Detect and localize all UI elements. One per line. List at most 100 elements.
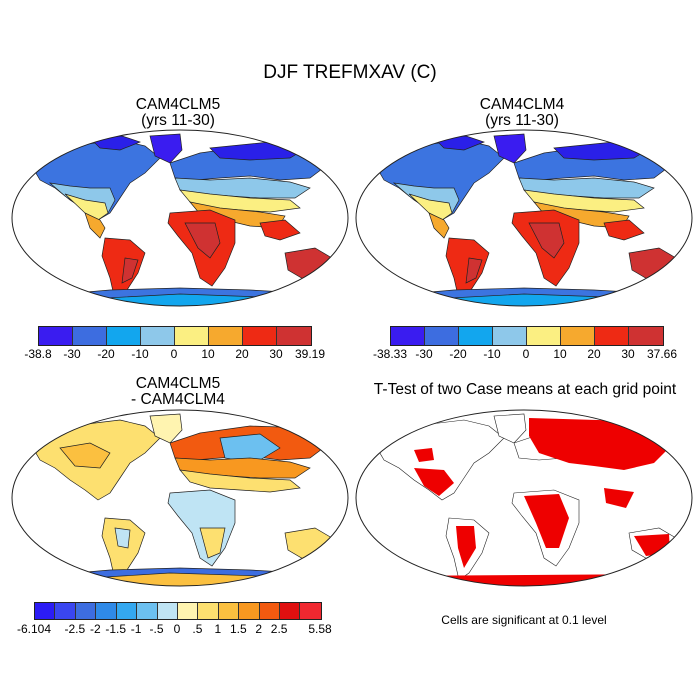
colorbar-tick-label: 10 <box>201 347 215 361</box>
north-america-outline <box>373 419 505 501</box>
colorbar-tick-label: 30 <box>269 347 283 361</box>
colorbar-swatch <box>35 603 56 619</box>
colorbar-tick-label: 0 <box>173 622 181 636</box>
colorbar-tick-label: -6.104 <box>16 622 52 636</box>
north-america-warm <box>59 442 111 469</box>
colorbar-swatch <box>73 327 107 345</box>
panel-title-bottom-left: CAM4CLM5 - CAM4CLM4 <box>78 376 278 408</box>
colorbar-tick-label: .5 <box>192 622 203 636</box>
colorbar-cam4clm5-labels: -38.8 -30 -20 -10 0 10 20 30 39.19 <box>24 347 325 363</box>
central-asia-cool <box>219 433 281 464</box>
colorbar-tick-label: -1.5 <box>105 622 127 636</box>
colorbar-tick-label: -2 <box>89 622 101 636</box>
colorbar-swatch <box>107 327 141 345</box>
colorbar-tick-label: -1 <box>130 622 142 636</box>
colorbar-tick-label: 30 <box>621 347 635 361</box>
colorbar-tick-label: -.5 <box>149 622 164 636</box>
colorbar-swatch <box>96 603 117 619</box>
map-cam4clm5 <box>11 129 349 307</box>
colorbar-swatch <box>629 327 663 345</box>
colorbar-tick-label: 1.5 <box>229 622 247 636</box>
panel-subtitle-line: (yrs 11-30) <box>141 112 215 129</box>
panel-title-top-right: CAM4CLM4 (yrs 11-30) <box>422 97 622 129</box>
south-america-hot <box>465 257 483 284</box>
colorbar-swatch <box>243 327 277 345</box>
map-outline <box>11 129 349 307</box>
colorbar-tick-label: 20 <box>235 347 249 361</box>
mexico <box>84 212 106 239</box>
colorbar-tick-label: -20 <box>449 347 467 361</box>
colorbar-swatch <box>157 603 178 619</box>
panel-title-line: T-Test of two Case means at each grid po… <box>373 381 677 398</box>
colorbar-tick-label: -2.5 <box>64 622 86 636</box>
africa-hot <box>184 222 221 259</box>
greenland-outline <box>493 413 527 444</box>
colorbar-tick-label: -38.33 <box>372 347 408 361</box>
colorbar-cam4clm5 <box>38 326 312 346</box>
africa-south-diff <box>199 527 226 559</box>
colorbar-tick-label: 20 <box>587 347 601 361</box>
panel-title-line: CAM4CLM5 <box>135 96 221 113</box>
colorbar-tick-label: 1 <box>214 622 222 636</box>
colorbar-tick-label: -30 <box>63 347 81 361</box>
significant-africa <box>524 494 569 548</box>
colorbar-tick-label: 0 <box>522 347 530 361</box>
panel-subtitle-line: - CAM4CLM4 <box>131 391 225 408</box>
southeast-asia <box>603 219 645 241</box>
greenland-diff <box>149 413 183 444</box>
colorbar-swatch <box>561 327 595 345</box>
colorbar-swatch <box>218 603 240 619</box>
panel-subtitle-line: (yrs 11-30) <box>485 112 559 129</box>
colorbar-tick-label: -30 <box>415 347 433 361</box>
colorbar-swatch <box>527 327 561 345</box>
colorbar-swatch <box>493 327 527 345</box>
panel-title-line: CAM4CLM5 <box>135 375 221 392</box>
southeast-asia <box>259 219 301 241</box>
colorbar-tick-label: 37.66 <box>646 347 678 361</box>
colorbar-swatch <box>137 603 158 619</box>
colorbar-tick-label: -20 <box>97 347 115 361</box>
south-america-cool <box>114 527 131 549</box>
significant-south-america <box>456 526 476 568</box>
significant-north-america <box>414 468 454 496</box>
colorbar-swatch <box>425 327 459 345</box>
colorbar-cam4clm4-labels: -38.33 -30 -20 -10 0 10 20 30 37.66 <box>373 347 677 363</box>
mexico <box>428 212 450 239</box>
colorbar-swatch <box>175 327 209 345</box>
colorbar-swatch <box>177 603 199 619</box>
figure-title: DJF TREFMXAV (C) <box>263 62 437 83</box>
colorbar-swatch <box>39 327 73 345</box>
colorbar-cam4clm4 <box>390 326 664 346</box>
colorbar-swatch <box>277 327 311 345</box>
significant-canada <box>414 448 434 462</box>
colorbar-tick-label: -10 <box>483 347 501 361</box>
colorbar-tick-label: 2.5 <box>270 622 288 636</box>
colorbar-tick-label: 39.19 <box>294 347 326 361</box>
map-outline <box>355 129 693 307</box>
colorbar-swatch <box>116 603 138 619</box>
greenland <box>493 133 527 164</box>
colorbar-swatch <box>391 327 425 345</box>
eurasia-south-diff <box>179 469 301 493</box>
colorbar-tick-label: 5.58 <box>308 622 332 636</box>
colorbar-swatch <box>55 603 76 619</box>
colorbar-swatch <box>141 327 175 345</box>
significance-footnote: Cells are significant at 0.1 level <box>441 613 607 627</box>
map-outline <box>355 409 693 587</box>
colorbar-tick-label: 10 <box>553 347 567 361</box>
colorbar-swatch <box>595 327 629 345</box>
significant-south-asia <box>604 488 634 508</box>
panel-title-bottom-right: T-Test of two Case means at each grid po… <box>340 382 700 398</box>
map-difference <box>11 409 349 587</box>
map-outline <box>11 409 349 587</box>
panel-title-line: CAM4CLM4 <box>479 96 565 113</box>
colorbar-difference-labels: -6.104 -2.5 -2 -1.5 -1 -.5 0 .5 1 1.5 2 2.5 5.58 <box>17 622 332 638</box>
map-ttest <box>355 409 693 587</box>
south-america-hot <box>121 257 139 284</box>
colorbar-swatch <box>459 327 493 345</box>
colorbar-tick-label: 0 <box>170 347 178 361</box>
map-cam4clm4 <box>355 129 693 307</box>
colorbar-swatch <box>198 603 219 619</box>
colorbar-swatch <box>209 327 243 345</box>
colorbar-tick-label: -38.8 <box>24 347 52 361</box>
